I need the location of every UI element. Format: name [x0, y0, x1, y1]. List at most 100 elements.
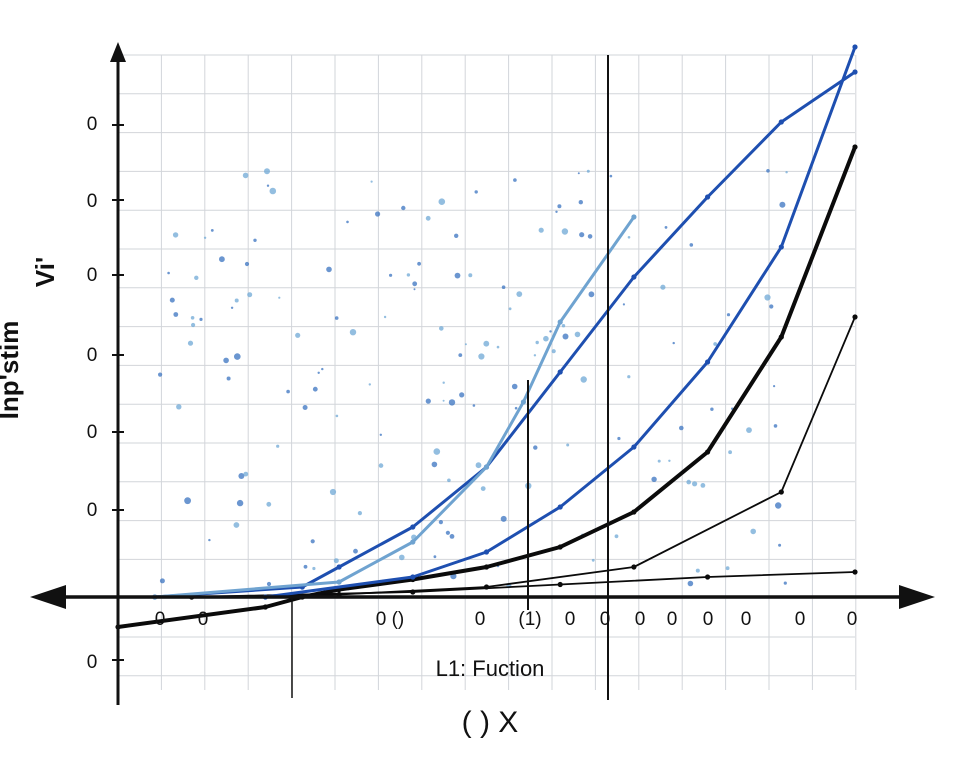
y-axis-arrow-up [110, 42, 126, 62]
scatter-point [425, 398, 431, 404]
scatter-point [173, 312, 179, 317]
x-tick-label: 0 [635, 609, 646, 630]
scatter-point [172, 232, 179, 238]
series-2-point [852, 314, 858, 320]
series-1-point [557, 544, 563, 550]
scatter-point [686, 479, 691, 485]
x-tick-label: 0 [600, 609, 611, 630]
inner-label: L1: Fuction [436, 656, 545, 681]
series-1-point [483, 564, 490, 570]
scatter-point [700, 483, 706, 488]
scatter-point [695, 568, 700, 573]
series-line-4 [153, 70, 857, 599]
series-1-point [705, 449, 711, 455]
scatter-point [543, 335, 549, 342]
scatter-point [533, 445, 538, 450]
scatter-point [223, 357, 229, 364]
scatter-point [278, 296, 281, 299]
scatter-point [334, 316, 339, 320]
scatter-point [247, 292, 253, 298]
scatter-point [472, 404, 476, 407]
series-6-point [483, 464, 490, 470]
scatter-point [710, 407, 714, 411]
scatter-point [253, 238, 257, 242]
y-axis-label-top: Vi' [30, 257, 60, 287]
scatter-point [657, 459, 661, 463]
scatter-point [672, 341, 675, 345]
scatter-point [454, 272, 461, 279]
scatter-point [335, 414, 339, 418]
series-5-point [852, 44, 858, 50]
scatter-point [588, 291, 595, 298]
series-4-point [852, 69, 858, 75]
scatter-point [687, 580, 694, 587]
series-1-point [631, 509, 637, 515]
series-line-6 [153, 215, 636, 599]
scatter-point [329, 488, 337, 496]
scatter-point [368, 383, 371, 386]
scatter-point [190, 316, 195, 320]
series-5-point [410, 574, 416, 580]
scatter-point [389, 273, 393, 277]
scatter-point [501, 285, 506, 290]
scatter-point [516, 291, 523, 297]
axes [30, 42, 935, 705]
y-axis-label: Inp'stim [0, 321, 24, 420]
scatter-point [442, 399, 445, 402]
scatter-point [459, 392, 465, 398]
scatter-point [234, 298, 239, 303]
scatter-point [580, 376, 587, 383]
y-tick-label: 0 [87, 422, 98, 443]
scatter-point [609, 174, 613, 178]
x-tick-label: 0 [667, 609, 678, 630]
scatter-point [726, 313, 731, 317]
x-tick-label: 0 [565, 609, 576, 630]
scatter-point [561, 324, 566, 328]
series-5-point [778, 244, 784, 250]
scatter-point [379, 433, 382, 436]
scatter-point [533, 354, 537, 357]
scatter-point [514, 406, 518, 410]
scatter-point [725, 566, 730, 571]
scatter-point [766, 169, 770, 173]
series-4-point [631, 274, 637, 280]
x-tick-label: 0 [741, 609, 752, 630]
scatter-point [445, 530, 450, 535]
scatter-point [783, 581, 787, 585]
scatter-points [158, 168, 788, 591]
scatter-point [242, 172, 249, 179]
scatter-point [464, 343, 467, 346]
x-tick-label: 0 [847, 609, 858, 630]
scatter-point [244, 261, 250, 267]
scatter-point [234, 353, 241, 360]
y-tick-label: 0 [87, 114, 98, 135]
scatter-point [413, 288, 416, 291]
scatter-point [276, 444, 280, 448]
series-6-point [520, 399, 527, 405]
scatter-point [480, 486, 486, 491]
x-tick-label: 0 [475, 609, 486, 630]
scatter-point [551, 349, 556, 354]
scatter-point [406, 273, 411, 277]
scatter-point [210, 229, 214, 232]
scatter-point [269, 187, 277, 195]
scatter-point [378, 463, 384, 468]
scatter-point [475, 462, 482, 469]
scatter-point [233, 522, 240, 528]
scatter-point [425, 215, 431, 221]
scatter-point [266, 581, 272, 587]
scatter-point [184, 497, 192, 505]
x-tick-label: 0 [795, 609, 806, 630]
scatter-point [778, 543, 782, 547]
scatter-point [627, 375, 631, 379]
scatter-point [417, 261, 421, 266]
scatter-point [438, 198, 446, 205]
series-5-point [557, 504, 563, 510]
scatter-point [591, 558, 595, 562]
y-tick-label: 0 [87, 265, 98, 286]
series-4-point [778, 119, 784, 125]
scatter-point [286, 389, 290, 394]
scatter-point [454, 233, 459, 238]
scatter-point [713, 342, 718, 346]
scatter-point [474, 190, 478, 194]
